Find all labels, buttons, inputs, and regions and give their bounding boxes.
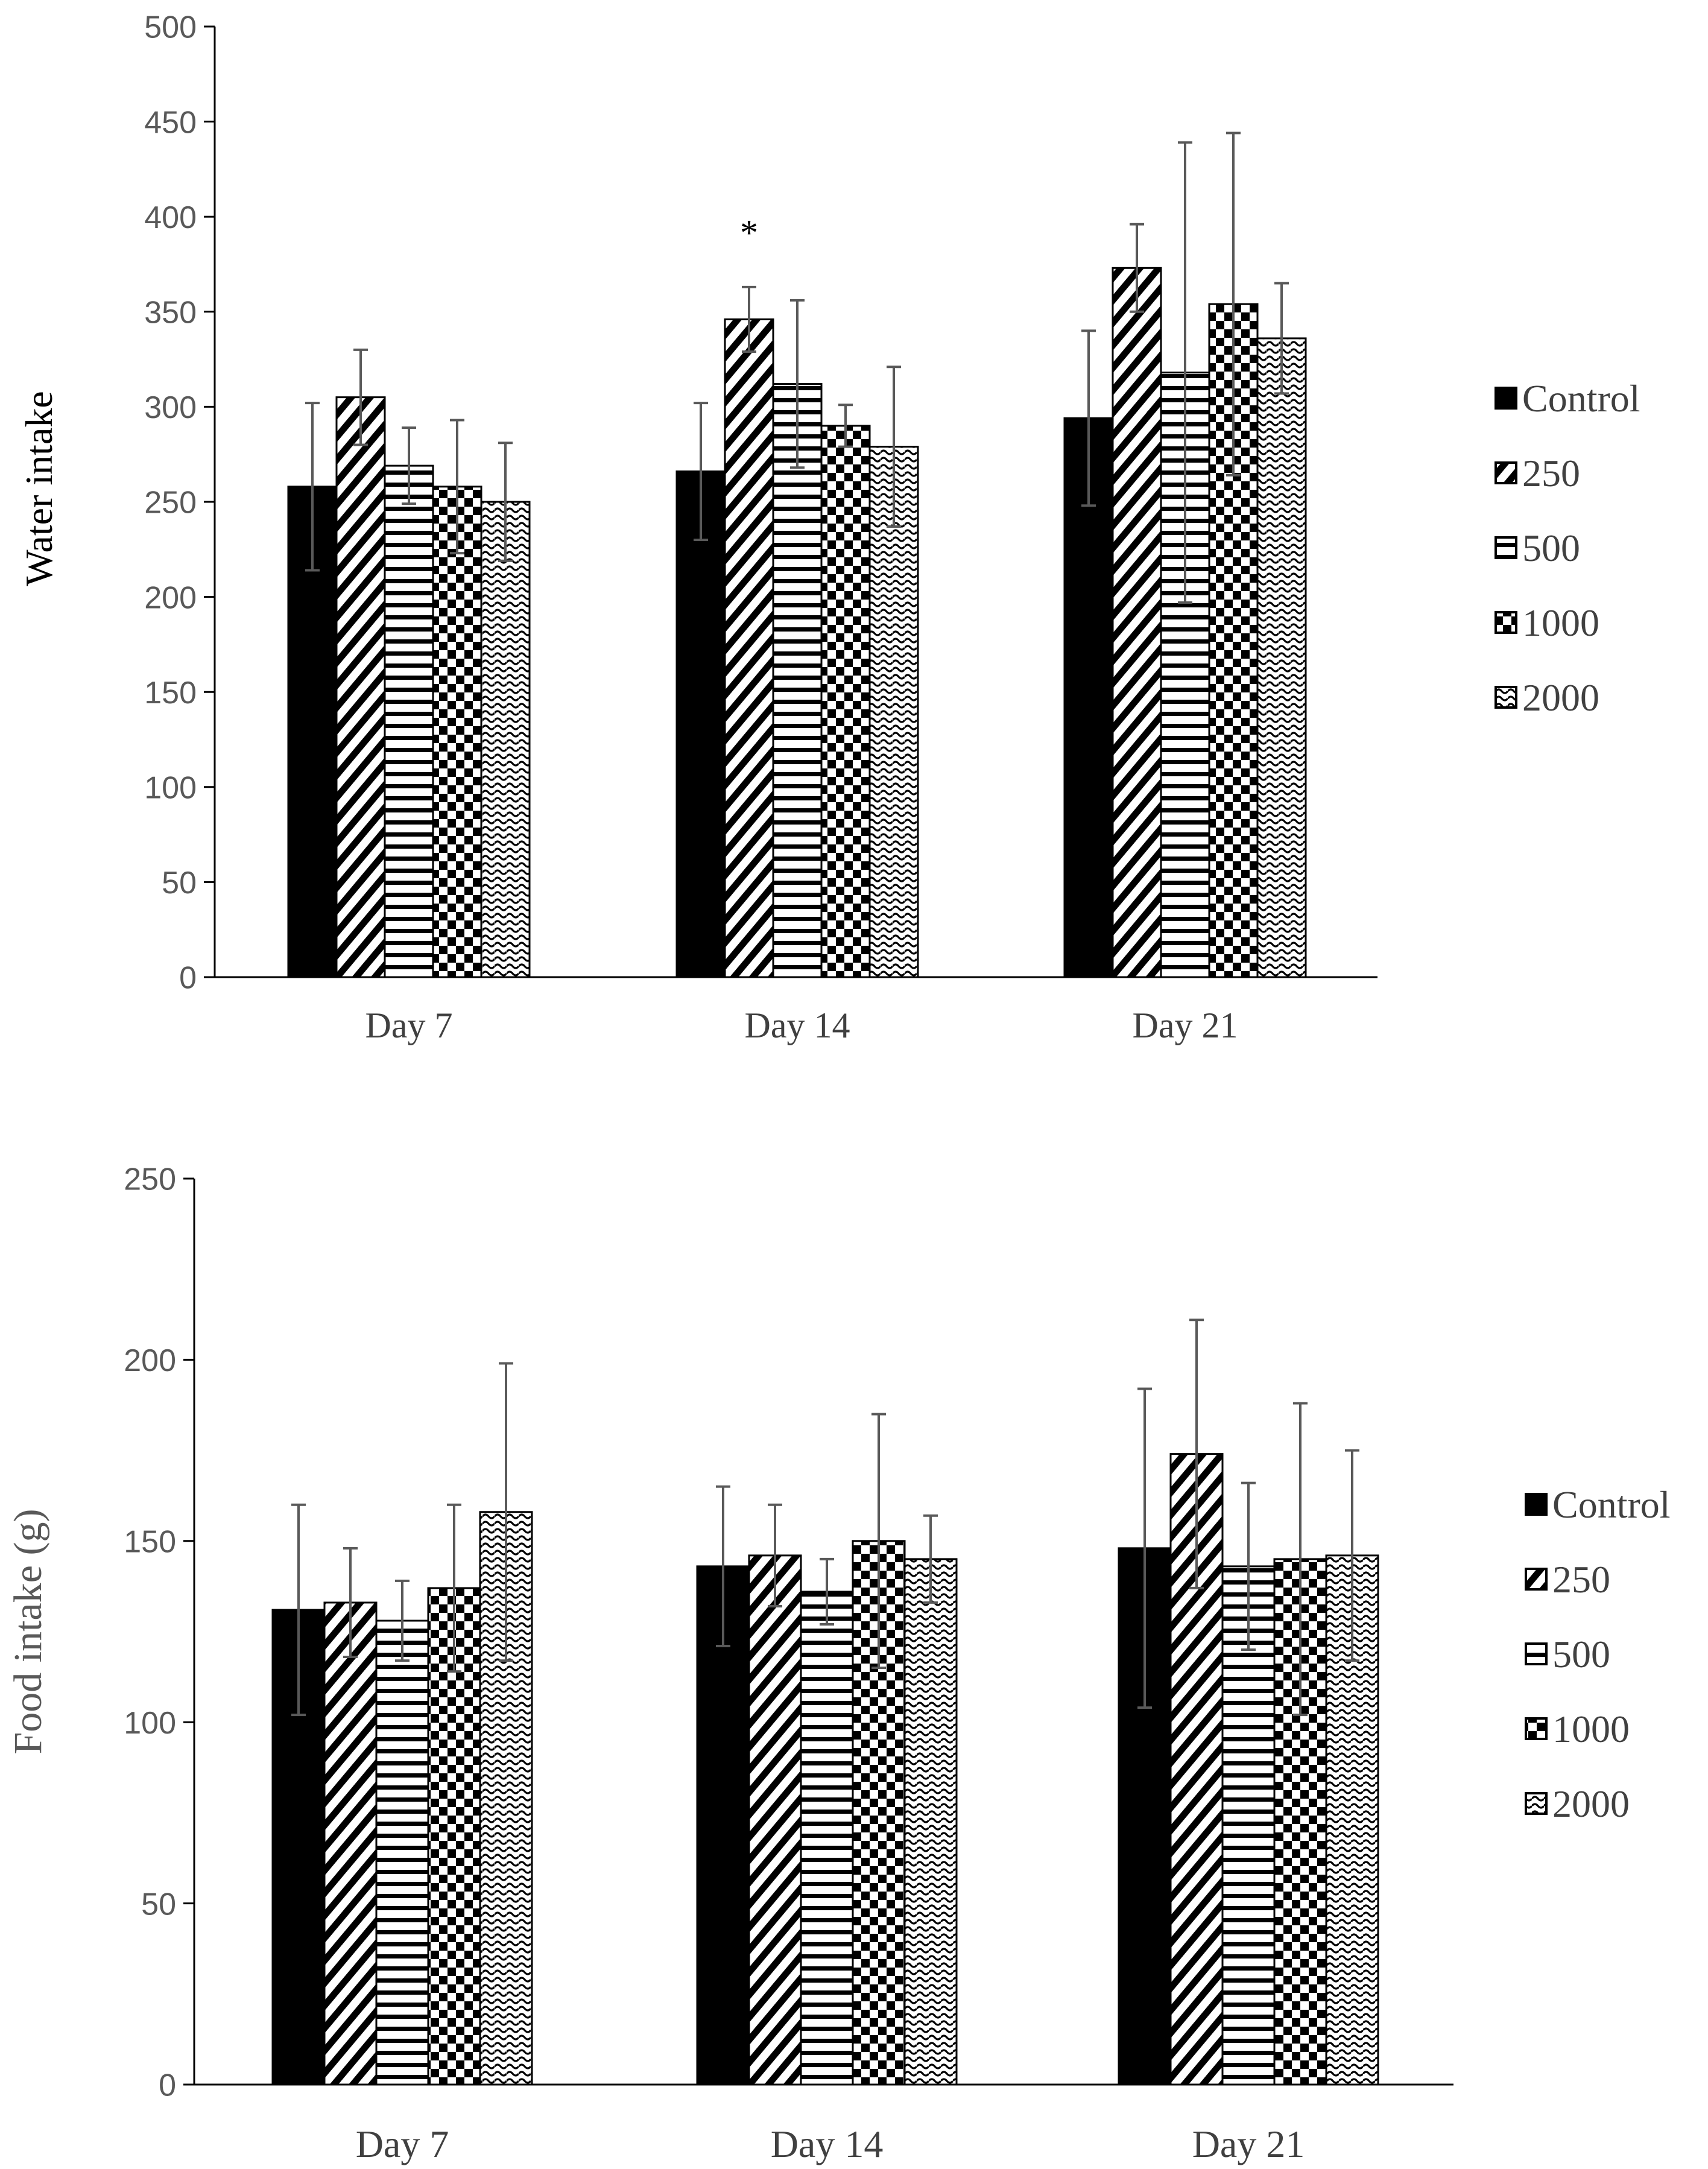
legend-swatch-2000 <box>1525 1792 1548 1815</box>
bar-2000-day-21 <box>1256 337 1307 978</box>
bar-250-day-7 <box>323 1601 378 2086</box>
y-tick-label: 250 <box>144 486 197 521</box>
legend-label-2000: 2000 <box>1552 1782 1630 1825</box>
legend-swatch-1000 <box>1494 611 1517 634</box>
x-category-label: Day 14 <box>745 1005 850 1045</box>
bar-250-day-7 <box>335 396 386 978</box>
food-intake-chart: 0 50 100 150 200 250 Food intake (g) Day 7 Day 1… <box>6 1162 1671 2165</box>
bar-250-day-14 <box>724 318 774 978</box>
y-tick-label: 50 <box>162 866 197 901</box>
x-category-label: Day 7 <box>365 1005 453 1045</box>
legend-swatch-control <box>1494 387 1517 410</box>
x-category-label: Day 21 <box>1192 2123 1305 2165</box>
bar-2000-day-7 <box>480 501 531 978</box>
bar-500-day-7 <box>375 1620 429 2086</box>
bar-250-day-14 <box>748 1554 802 2086</box>
legend-swatch-250 <box>1494 461 1517 484</box>
bar-2000-day-14 <box>868 446 919 978</box>
y-tick-label: 350 <box>144 296 197 331</box>
bar-2000-day-14 <box>903 1558 958 2086</box>
y-tick-label: 250 <box>124 1162 176 1197</box>
y-tick-label: 100 <box>124 1706 176 1741</box>
legend-swatch-1000 <box>1525 1717 1548 1740</box>
legend-label-1000: 1000 <box>1552 1708 1630 1750</box>
y-tick-label: 400 <box>144 200 197 235</box>
y-tick-label: 0 <box>159 2068 176 2103</box>
y-tick-label: 300 <box>144 390 197 425</box>
x-category-label: Day 14 <box>771 2123 884 2165</box>
legend-swatch-500 <box>1525 1642 1548 1665</box>
significance-annotation: * <box>740 213 758 253</box>
y-tick-label: 150 <box>124 1525 176 1560</box>
legend-label-control: Control <box>1552 1483 1671 1526</box>
y-tick-label: 50 <box>141 1887 176 1922</box>
bar-500-day-14 <box>772 383 823 978</box>
legend-swatch-2000 <box>1494 686 1517 709</box>
bar-250-day-21 <box>1112 267 1162 978</box>
y-tick-label: 500 <box>144 10 197 45</box>
legend-label-500: 500 <box>1552 1633 1610 1676</box>
y-tick-label: 200 <box>144 580 197 615</box>
y-axis-label: Water intake <box>17 391 60 586</box>
bar-500-day-7 <box>384 464 434 978</box>
legend-label-2000: 2000 <box>1522 676 1599 719</box>
bar-1000-day-7 <box>432 486 482 978</box>
y-axis-label: Food intake (g) <box>6 1509 50 1755</box>
bar-control-day-21 <box>1063 417 1114 978</box>
legend-swatch-500 <box>1494 536 1517 559</box>
legend-label-control: Control <box>1522 377 1640 420</box>
x-category-label: Day 21 <box>1133 1005 1238 1045</box>
y-tick-label: 0 <box>179 961 197 996</box>
y-tick-label: 200 <box>124 1343 176 1378</box>
x-category-label: Day 7 <box>356 2123 449 2165</box>
bar-1000-day-21 <box>1208 303 1259 978</box>
y-tick-label: 450 <box>144 105 197 140</box>
legend-label-1000: 1000 <box>1522 601 1599 644</box>
legend-swatch-control <box>1525 1493 1548 1516</box>
y-tick-label: 150 <box>144 676 197 711</box>
legend-label-500: 500 <box>1522 527 1580 569</box>
bar-control-day-14 <box>675 470 726 978</box>
legend-label-250: 250 <box>1522 452 1580 495</box>
bar-500-day-21 <box>1221 1565 1276 2086</box>
water-intake-chart: 0 50 100 150 200 250 300 350 400 450 500 Water inta… <box>17 10 1640 1045</box>
y-tick-label: 100 <box>144 771 197 806</box>
bar-500-day-14 <box>800 1591 854 2086</box>
bar-1000-day-14 <box>820 425 871 978</box>
legend-swatch-250 <box>1525 1568 1548 1591</box>
legend-label-250: 250 <box>1552 1558 1610 1601</box>
